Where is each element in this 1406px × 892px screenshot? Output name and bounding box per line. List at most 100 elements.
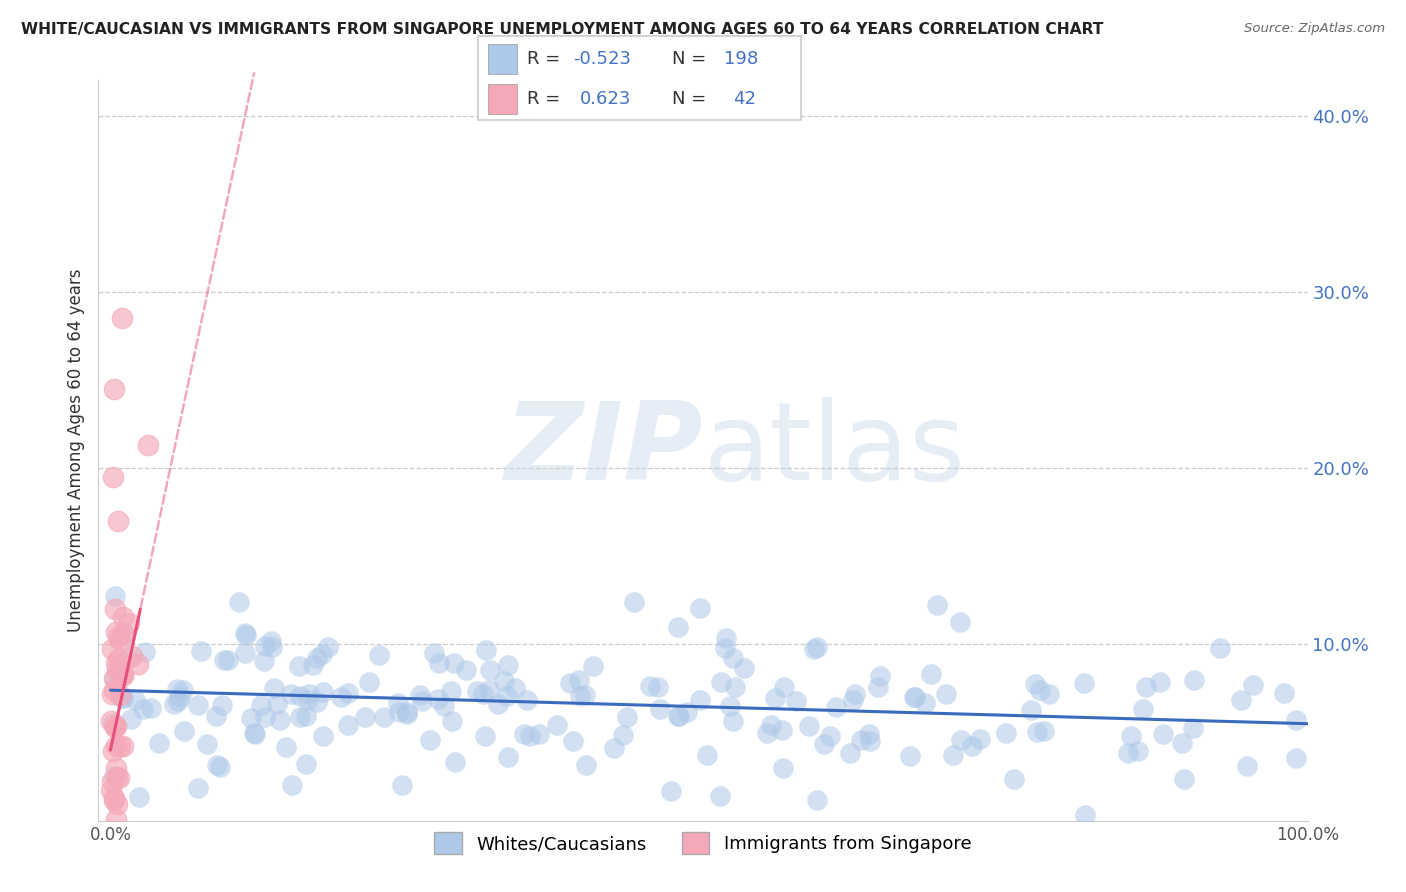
Point [516, 693, 538, 707]
Point [582, 659, 605, 673]
Point [301, 657, 323, 672]
Point [312, 684, 335, 698]
Point [1236, 759, 1258, 773]
Point [263, 681, 285, 695]
Point [479, 663, 502, 677]
Point [295, 757, 318, 772]
Point [101, 687, 124, 701]
Point [134, 645, 156, 659]
Point [569, 690, 592, 704]
Point [108, 688, 131, 702]
Point [723, 714, 745, 728]
Point [1073, 675, 1095, 690]
Point [1149, 675, 1171, 690]
Point [104, 761, 127, 775]
Point [1135, 680, 1157, 694]
Text: Source: ZipAtlas.com: Source: ZipAtlas.com [1244, 22, 1385, 36]
Point [120, 712, 142, 726]
Point [773, 680, 796, 694]
Point [276, 740, 298, 755]
Point [411, 694, 433, 708]
Point [111, 668, 134, 682]
Point [103, 716, 125, 731]
Point [105, 797, 128, 811]
Point [803, 641, 825, 656]
Point [513, 726, 536, 740]
Point [288, 689, 311, 703]
Point [211, 698, 233, 713]
Point [104, 719, 127, 733]
Point [214, 653, 236, 667]
Point [239, 711, 262, 725]
Point [721, 650, 744, 665]
Point [733, 661, 755, 675]
Legend: Whites/Caucasians, Immigrants from Singapore: Whites/Caucasians, Immigrants from Singa… [426, 823, 980, 863]
Point [675, 705, 697, 719]
Point [560, 675, 582, 690]
Point [368, 648, 391, 662]
Point [839, 746, 862, 760]
Point [423, 646, 446, 660]
Point [228, 595, 250, 609]
Point [949, 615, 972, 629]
Point [103, 671, 125, 685]
Point [166, 681, 188, 696]
Point [101, 470, 124, 484]
Point [235, 625, 257, 640]
Point [124, 693, 146, 707]
Point [108, 632, 131, 647]
Point [354, 710, 377, 724]
Point [190, 644, 212, 658]
Point [250, 698, 273, 712]
Point [1019, 702, 1042, 716]
Point [112, 626, 135, 640]
Point [387, 697, 409, 711]
Point [108, 739, 131, 753]
Point [1284, 750, 1306, 764]
Point [336, 718, 359, 732]
Point [391, 778, 413, 792]
Point [1284, 713, 1306, 727]
Text: N =: N = [672, 90, 711, 108]
Text: -0.523: -0.523 [574, 50, 631, 68]
Point [204, 709, 226, 723]
Point [104, 657, 127, 671]
Point [1074, 807, 1097, 822]
Point [136, 438, 159, 452]
Point [546, 717, 568, 731]
Point [1024, 677, 1046, 691]
Point [103, 792, 125, 806]
Text: atlas: atlas [703, 398, 965, 503]
Point [1004, 772, 1026, 786]
Point [456, 663, 478, 677]
Point [395, 706, 418, 720]
Point [427, 656, 450, 670]
Point [1272, 686, 1295, 700]
Point [205, 757, 228, 772]
Point [818, 729, 841, 743]
Point [602, 741, 624, 756]
Point [104, 589, 127, 603]
Point [269, 714, 291, 728]
Point [253, 639, 276, 653]
Point [112, 690, 135, 705]
Point [187, 698, 209, 712]
Point [478, 683, 501, 698]
Point [100, 774, 122, 789]
Point [503, 681, 526, 695]
Point [426, 691, 449, 706]
Point [280, 687, 302, 701]
Point [898, 749, 921, 764]
Point [755, 726, 778, 740]
Point [1038, 687, 1060, 701]
Point [104, 812, 127, 826]
Point [1230, 693, 1253, 707]
Point [519, 730, 541, 744]
Point [101, 744, 124, 758]
Text: 0.623: 0.623 [579, 90, 631, 108]
Point [108, 771, 131, 785]
Text: R =: R = [527, 90, 565, 108]
Point [1026, 725, 1049, 739]
Point [127, 657, 149, 672]
Point [763, 690, 786, 705]
